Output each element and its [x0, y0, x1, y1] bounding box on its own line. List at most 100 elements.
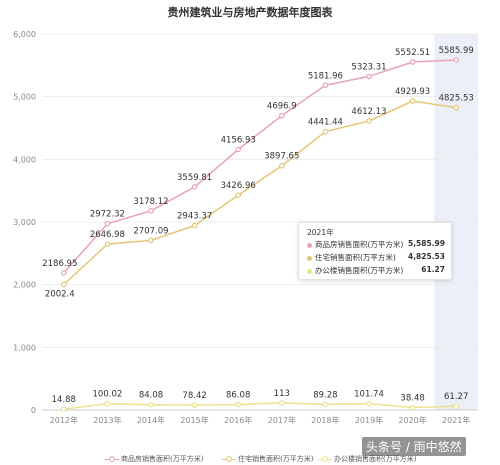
data-point: [60, 281, 67, 288]
data-label: 2186.95: [42, 259, 77, 269]
data-label: 2002.4: [45, 290, 75, 300]
tooltip-value: 4,825.53: [407, 252, 445, 261]
data-point: [148, 237, 154, 244]
data-label: 5323.31: [351, 62, 386, 72]
y-tick-label: 0: [31, 406, 36, 415]
data-point: [322, 401, 329, 408]
legend-line-icon: [318, 456, 332, 462]
series-line: [63, 59, 457, 274]
x-tick-label: 2018年: [311, 415, 339, 425]
data-point: [322, 82, 329, 89]
data-point: [60, 406, 67, 412]
data-label: 14.88: [52, 395, 76, 405]
tooltip-row: 商品房销售面积(万平方米) 5,585.99: [307, 239, 445, 250]
data-point: [191, 184, 198, 190]
data-label: 3426.96: [221, 181, 256, 191]
data-label: 84.08: [139, 391, 163, 401]
y-tick-label: 6,000: [13, 30, 36, 39]
data-label: 4929.93: [395, 87, 430, 97]
data-point: [104, 220, 111, 227]
data-label: 100.02: [93, 390, 123, 400]
legend-line-icon: [105, 456, 119, 462]
x-tick-label: 2014年: [137, 415, 165, 425]
tooltip-dot: [307, 255, 312, 261]
data-point: [278, 162, 285, 169]
legend-item[interactable]: 商品房销售面积(万平方米): [105, 454, 203, 464]
data-point: [366, 118, 372, 124]
data-label: 38.48: [400, 394, 424, 404]
chart-title: 贵州建筑业与房地产数据年度图表: [167, 6, 333, 19]
tooltip-series-name: 办公楼销售面积(万平方米): [315, 266, 404, 275]
data-label: 5552.51: [395, 48, 430, 58]
legend-line-icon: [222, 456, 236, 462]
tooltip-dot: [307, 242, 312, 248]
tooltip-series-name: 商品房销售面积(万平方米): [315, 240, 404, 249]
data-label: 3178.12: [133, 197, 168, 207]
data-label: 2646.98: [90, 230, 125, 240]
x-tick-label: 2017年: [268, 415, 296, 425]
y-tick-label: 5,000: [13, 93, 36, 102]
data-label: 4612.13: [351, 107, 386, 117]
legend-label: 商品房销售面积(万平方米): [121, 455, 204, 463]
data-point: [409, 59, 416, 65]
data-label: 5181.96: [308, 71, 343, 81]
legend-item[interactable]: 办公楼销售面积(万平方米): [318, 454, 416, 464]
data-label: 5585.99: [439, 46, 474, 56]
data-label: 4156.93: [221, 135, 256, 145]
data-point: [235, 401, 242, 408]
data-point: [453, 104, 460, 111]
data-point: [453, 403, 460, 409]
tooltip-series-name: 住宅销售面积(万平方米): [315, 253, 396, 262]
x-tick-label: 2015年: [180, 415, 208, 425]
watermark: 头条号 / 雨中悠然: [362, 437, 466, 456]
data-label: 78.42: [182, 391, 206, 401]
data-label: 86.08: [226, 391, 250, 401]
legend: 商品房销售面积(万平方米) 住宅销售面积(万平方米) 办公楼销售面积(万平方米): [0, 454, 500, 465]
data-point: [235, 146, 242, 153]
data-point: [409, 98, 416, 104]
y-tick-label: 1,000: [13, 343, 36, 352]
legend-label: 办公楼销售面积(万平方米): [334, 455, 417, 463]
tooltip-row: 办公楼销售面积(万平方米) 61.27: [307, 265, 445, 276]
data-label: 89.28: [313, 390, 337, 400]
x-tick-label: 2016年: [224, 415, 252, 425]
data-point: [366, 73, 372, 80]
data-point: [104, 400, 111, 407]
data-label: 3897.65: [264, 152, 299, 162]
data-label: 2972.32: [90, 210, 125, 220]
data-point: [453, 57, 460, 63]
x-tick-label: 2013年: [93, 415, 121, 425]
data-label: 4825.53: [439, 94, 474, 104]
legend-label: 住宅销售面积(万平方米): [238, 455, 314, 463]
data-point: [322, 128, 329, 135]
x-tick-label: 2020年: [398, 415, 426, 425]
x-tick-label: 2021年: [442, 415, 470, 425]
y-tick-label: 2,000: [13, 281, 36, 290]
y-tick-label: 3,000: [13, 218, 36, 227]
data-point: [191, 222, 198, 229]
tooltip-row: 住宅销售面积(万平方米) 4,825.53: [307, 252, 445, 263]
x-tick-label: 2012年: [50, 415, 78, 425]
legend-item[interactable]: 住宅销售面积(万平方米): [222, 454, 313, 464]
data-label: 2943.37: [177, 212, 212, 222]
data-point: [409, 404, 416, 411]
data-point: [191, 402, 198, 408]
data-point: [104, 241, 111, 247]
tooltip-title: 2021年: [307, 228, 334, 237]
series-line: [63, 100, 457, 286]
data-point: [148, 208, 154, 214]
data-point: [278, 400, 285, 406]
x-tick-label: 2019年: [355, 415, 383, 425]
data-label: 4441.44: [308, 118, 343, 128]
tooltip-value: 61.27: [421, 265, 445, 274]
data-point: [235, 192, 242, 199]
data-label: 113: [274, 389, 290, 399]
data-point: [366, 400, 372, 407]
data-label: 4696.9: [267, 102, 297, 112]
data-label: 61.27: [444, 392, 468, 402]
data-label: 3559.81: [177, 173, 212, 183]
data-label: 2707.09: [133, 226, 168, 236]
tooltip-dot: [307, 268, 312, 274]
data-point: [60, 270, 67, 276]
series-line: [63, 402, 457, 410]
